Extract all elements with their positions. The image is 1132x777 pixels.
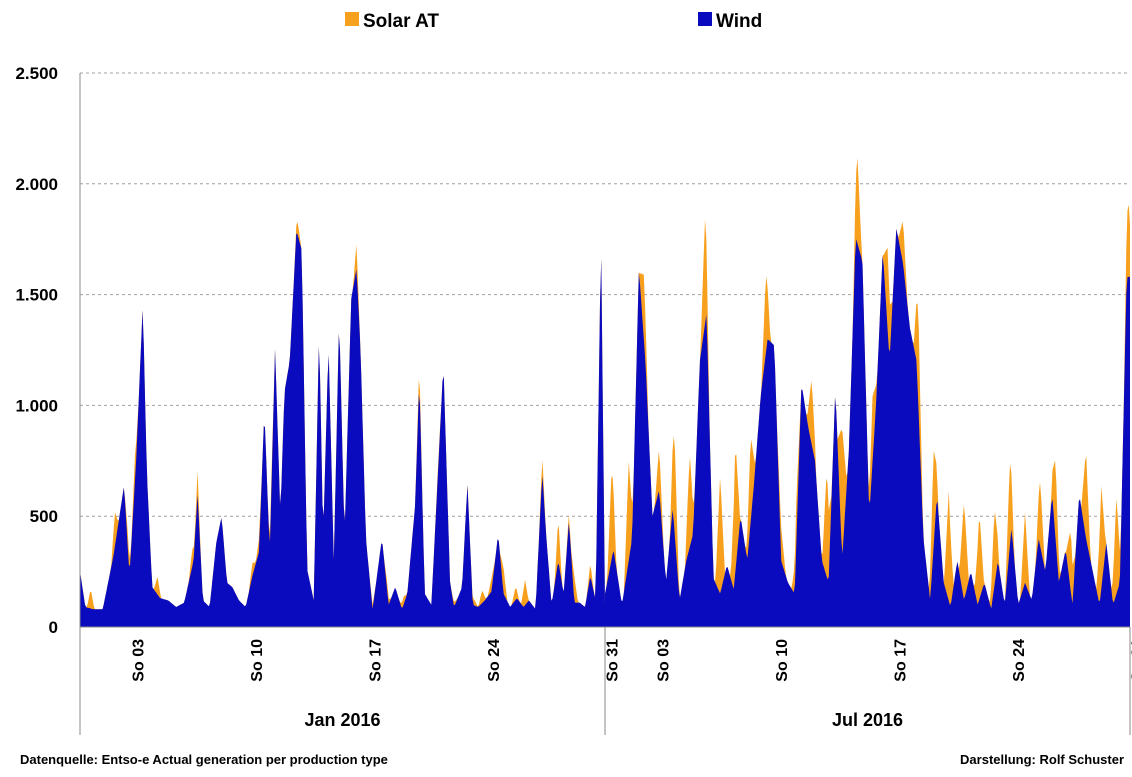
ytick-label: 500 — [30, 507, 58, 526]
ytick-label: 2.500 — [15, 64, 58, 83]
xtick-label: So 10 — [249, 639, 266, 682]
legend-swatch-0 — [345, 12, 359, 26]
ytick-label: 0 — [49, 618, 58, 637]
xtick-label: So 17 — [892, 639, 909, 682]
wind-area-0 — [80, 233, 605, 627]
xtick-label: So 17 — [367, 639, 384, 682]
xtick-label: So 31 — [1130, 639, 1132, 682]
wind-area-1 — [605, 228, 1130, 627]
plot-area — [80, 158, 1130, 627]
axes: 0 500 1.000 1.500 2.000 2.500 So 03 So 10 So 17 S… — [15, 64, 1132, 735]
legend-swatch-1 — [698, 12, 712, 26]
footer-source: Datenquelle: Entso-e Actual generation p… — [20, 752, 388, 767]
legend-label-1: Wind — [716, 11, 762, 32]
xtick-label: So 03 — [655, 639, 672, 682]
xaxis-group-label-0: Jan 2016 — [304, 710, 380, 730]
solar-area-1 — [605, 158, 1130, 627]
xtick-label: So 03 — [130, 639, 147, 682]
legend: Solar AT Wind — [345, 11, 762, 32]
xtick-label: So 24 — [486, 639, 503, 682]
xtick-label: So 24 — [1011, 639, 1028, 682]
xtick-label: So 31 — [605, 639, 622, 682]
gridlines — [80, 72, 1130, 517]
xaxis-group-label-1: Jul 2016 — [832, 710, 903, 730]
ytick-label: 2.000 — [15, 175, 58, 194]
footer-credit: Darstellung: Rolf Schuster — [960, 752, 1124, 767]
legend-label-0: Solar AT — [363, 11, 439, 32]
xtick-label: So 10 — [774, 639, 791, 682]
ytick-label: 1.500 — [15, 286, 58, 305]
ytick-label: 1.000 — [15, 396, 58, 415]
